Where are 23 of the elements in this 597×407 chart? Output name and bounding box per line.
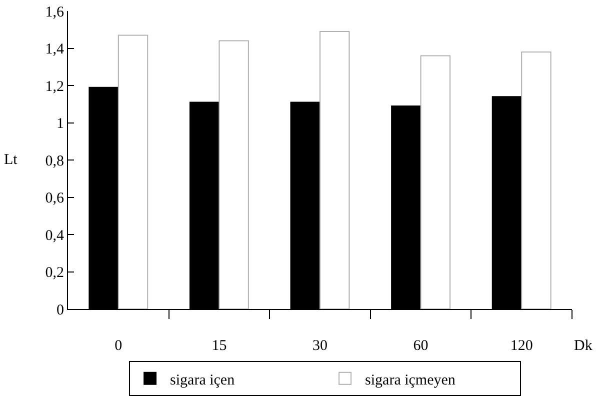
bar [521, 51, 552, 309]
x-tick-label: 15 [212, 338, 227, 354]
x-tick-label: 30 [312, 338, 328, 354]
y-tick-label: 1,2 [45, 78, 64, 95]
bar [320, 30, 350, 309]
x-tick-label: 60 [413, 338, 428, 354]
x-tick-label: 0 [114, 338, 122, 354]
y-axis-title: Lt [4, 152, 18, 168]
bar [118, 34, 148, 309]
y-tick-label: 1,4 [45, 42, 64, 58]
x-tick-label: 120 [510, 338, 533, 354]
bar [420, 55, 451, 309]
bar [218, 40, 249, 309]
y-tick-label: 1,6 [45, 4, 64, 20]
y-tick-label: 1 [56, 116, 64, 132]
x-axis-title: Dk [574, 338, 593, 354]
y-tick-label: 0 [56, 302, 64, 318]
y-tick-label: 0,8 [45, 153, 64, 170]
legend-label: sigara içen [170, 372, 236, 388]
y-tick-label: 0,2 [45, 265, 64, 281]
y-tick-label: 0,6 [45, 190, 64, 206]
y-tick-label: 0,4 [45, 228, 64, 244]
legend-label: sigara içmeyen [365, 372, 456, 388]
